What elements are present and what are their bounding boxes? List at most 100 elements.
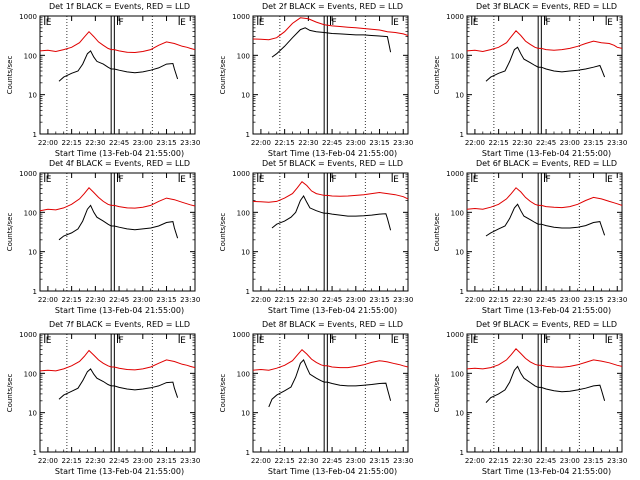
events-series-line [485,203,606,237]
attenuator-marker-label: E [607,175,613,185]
y-tick-label: 100 [24,209,37,217]
x-tick-label: 23:00 [346,457,366,465]
x-tick-label: 22:00 [465,139,485,147]
lld-series-line [252,17,409,41]
x-tick-label: 23:30 [393,457,413,465]
x-tick-label: 23:00 [346,296,366,304]
y-tick-label: 1000 [446,13,464,21]
lld-series-line [466,348,623,370]
panel-title: Det 8f BLACK = Events, RED = LLD [262,320,403,329]
events-series-line [271,27,392,58]
x-tick-label: 22:15 [275,296,295,304]
x-tick-label: 23:30 [180,296,200,304]
x-axis-label: Start Time (13-Feb-04 21:55:00) [55,467,184,476]
x-tick-label: 22:45 [536,457,556,465]
events-series-line [58,204,179,241]
y-tick-label: 10 [455,249,464,257]
y-axis-label: Counts/sec [6,213,14,252]
x-axis-label: Start Time (13-Feb-04 21:55:00) [482,306,611,315]
attenuator-marker-label: E [473,336,479,346]
attenuator-marker-label: E [607,336,613,346]
x-tick-label: 22:15 [275,457,295,465]
attenuator-marker-label: E [46,175,52,185]
x-tick-label: 22:30 [512,139,532,147]
x-tick-label: 22:15 [62,457,82,465]
attenuator-marker-label: F [119,336,124,346]
y-axis-label: Counts/sec [433,213,441,252]
x-tick-label: 22:30 [85,139,105,147]
y-tick-label: 10 [241,92,250,100]
x-tick-label: 22:30 [85,296,105,304]
lld-series-line [252,180,409,203]
y-tick-label: 100 [451,370,464,378]
y-tick-label: 1 [33,449,37,457]
attenuator-marker-label: E [259,18,265,28]
attenuator-marker-label: E [46,18,52,28]
attenuator-marker-label: F [546,336,551,346]
y-tick-label: 1 [246,288,250,296]
lld-series-line [39,187,196,212]
y-tick-label: 1 [460,449,464,457]
x-tick-label: 22:45 [322,457,342,465]
x-tick-label: 23:30 [607,296,627,304]
y-axis-label: Counts/sec [6,56,14,95]
y-tick-label: 1 [33,288,37,296]
x-tick-label: 23:30 [393,139,413,147]
x-axis-label: Start Time (13-Feb-04 21:55:00) [268,306,397,315]
y-tick-label: 1000 [446,170,464,178]
panel-6f: Det 6f BLACK = Events, RED = LLD Counts/s… [433,159,627,315]
panel-4f: Det 4f BLACK = Events, RED = LLD Counts/s… [6,159,200,315]
attenuator-marker-label: F [332,336,337,346]
y-tick-label: 1000 [232,331,250,339]
y-tick-label: 100 [24,370,37,378]
x-tick-label: 23:30 [607,457,627,465]
attenuator-marker-label: E [607,18,613,28]
x-tick-label: 22:30 [85,457,105,465]
x-axis-label: Start Time (13-Feb-04 21:55:00) [55,149,184,158]
x-tick-label: 22:45 [109,296,129,304]
y-tick-label: 1000 [446,331,464,339]
y-axis-label: Counts/sec [433,374,441,413]
y-tick-label: 1 [246,131,250,139]
x-tick-label: 23:15 [369,457,389,465]
attenuator-marker-label: F [332,175,337,185]
attenuator-marker-label: E [393,18,399,28]
x-tick-label: 22:45 [322,296,342,304]
x-axis-label: Start Time (13-Feb-04 21:55:00) [482,149,611,158]
x-axis-label: Start Time (13-Feb-04 21:55:00) [268,149,397,158]
y-tick-label: 10 [455,410,464,418]
y-tick-label: 100 [237,52,250,60]
attenuator-marker-label: F [546,18,551,28]
events-series-line [58,368,179,400]
x-tick-label: 23:00 [133,139,153,147]
attenuator-marker-label: E [259,175,265,185]
events-series-line [271,195,392,231]
x-tick-label: 22:15 [489,457,509,465]
x-tick-label: 23:15 [156,296,176,304]
attenuator-marker-label: F [119,18,124,28]
events-series-line [268,358,392,408]
y-axis-label: Counts/sec [219,374,227,413]
x-axis-label: Start Time (13-Feb-04 21:55:00) [268,467,397,476]
y-tick-label: 100 [451,209,464,217]
panel-title: Det 2f BLACK = Events, RED = LLD [262,2,403,11]
x-tick-label: 22:00 [38,139,58,147]
y-tick-label: 10 [28,249,37,257]
y-tick-label: 100 [237,209,250,217]
y-tick-label: 10 [28,410,37,418]
panel-9f: Det 9f BLACK = Events, RED = LLD Counts/s… [433,320,627,476]
x-tick-label: 23:30 [180,457,200,465]
lld-series-line [466,30,623,53]
y-tick-label: 1 [460,131,464,139]
y-tick-label: 1000 [19,331,37,339]
x-tick-label: 22:15 [62,139,82,147]
y-tick-label: 1000 [232,170,250,178]
panel-title: Det 6f BLACK = Events, RED = LLD [476,159,617,168]
attenuator-marker-label: E [180,175,186,185]
y-tick-label: 100 [237,370,250,378]
y-tick-label: 1 [246,449,250,457]
x-axis-label: Start Time (13-Feb-04 21:55:00) [482,467,611,476]
x-tick-label: 22:00 [465,457,485,465]
